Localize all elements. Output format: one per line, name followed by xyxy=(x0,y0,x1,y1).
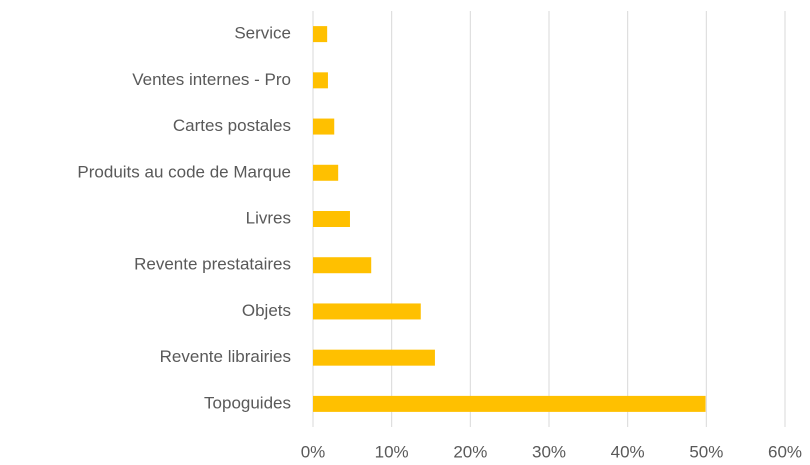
y-tick-label: Revente prestataires xyxy=(134,255,291,274)
bar xyxy=(313,303,421,320)
bar xyxy=(313,26,328,43)
bar xyxy=(313,395,706,412)
y-tick-label: Ventes internes - Pro xyxy=(132,70,291,89)
x-tick-label: 20% xyxy=(453,442,487,461)
bar xyxy=(313,72,328,89)
y-tick-label: Objets xyxy=(242,301,291,320)
y-tick-label: Cartes postales xyxy=(173,116,291,135)
bar xyxy=(313,118,335,135)
x-tick-label: 50% xyxy=(689,442,723,461)
bar xyxy=(313,164,339,181)
x-tick-label: 0% xyxy=(301,442,326,461)
y-tick-label: Produits au code de Marque xyxy=(77,162,291,181)
x-tick-label: 60% xyxy=(768,442,802,461)
y-tick-label: Revente librairies xyxy=(160,347,291,366)
bar xyxy=(313,349,435,366)
bar xyxy=(313,257,372,274)
y-tick-label: Service xyxy=(234,24,291,43)
x-tick-label: 30% xyxy=(532,442,566,461)
x-tick-label: 10% xyxy=(375,442,409,461)
x-tick-label: 40% xyxy=(611,442,645,461)
y-tick-label: Livres xyxy=(246,208,291,227)
bar xyxy=(313,211,350,227)
y-tick-label: Topoguides xyxy=(204,393,291,412)
